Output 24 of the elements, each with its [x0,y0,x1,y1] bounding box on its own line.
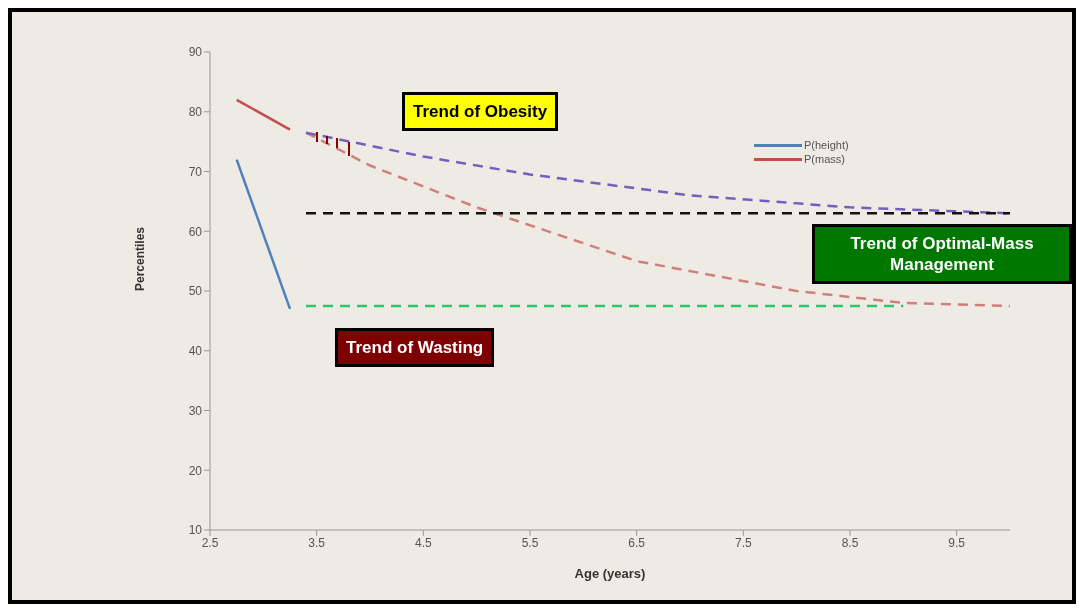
x-tick-label: 7.5 [734,535,752,550]
y-tick-label: 40 [188,344,203,359]
x-tick-label: 4.5 [414,535,432,550]
x-tick-label: 3.5 [308,535,326,550]
y-tick-label: 20 [188,463,203,478]
y-tick-label: 90 [188,45,203,60]
y-tick-label: 10 [188,523,203,538]
x-tick-label: 8.5 [841,535,859,550]
y-tick-label: 60 [188,224,203,239]
x-axis-title: Age (years) [574,566,646,581]
y-tick-label: 50 [188,284,203,299]
x-tick-label: 6.5 [628,535,646,550]
x-tick-label: 2.5 [201,535,219,550]
y-tick-label: 80 [188,105,203,120]
text-box: Trend of Obesity [402,92,559,131]
y-axis-title: Percentiles [133,226,148,291]
x-tick-label: 5.5 [521,535,539,550]
text-box: Trend of Optimal-Mass Management [812,224,1072,284]
y-tick-label: 30 [188,403,203,418]
text-box: Trend of Wasting [335,328,495,367]
legend-label: P(height) [804,138,849,152]
legend-label: P(mass) [804,152,845,166]
y-tick-label: 70 [188,164,203,179]
x-tick-label: 9.5 [948,535,966,550]
